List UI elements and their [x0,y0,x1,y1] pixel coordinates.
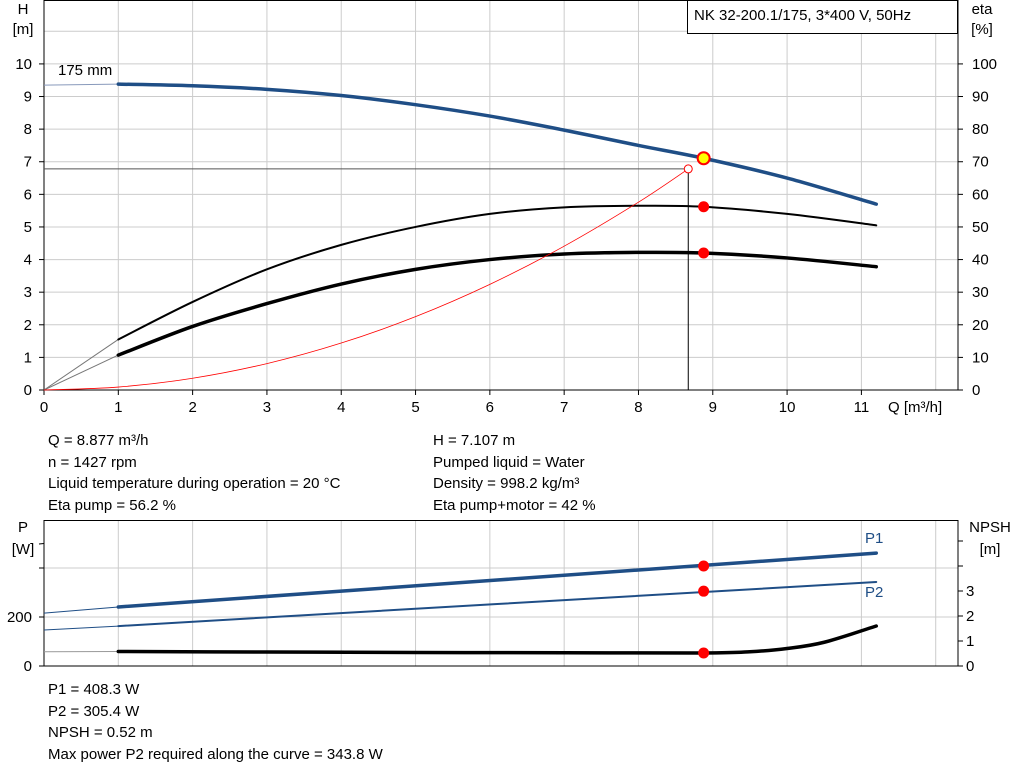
curve-eta_pump [117,204,878,341]
y-tick-label-left: 3 [24,284,32,301]
power-plot-frame [43,520,959,667]
y-tick-label-right: 80 [972,121,989,138]
x-tick-label: 9 [709,399,717,416]
y-tick-label-left: 0 [24,658,32,675]
y-tick-label-right: 30 [972,284,989,301]
head-readout: H = 7.107 m [433,432,516,449]
curve-npsh [116,624,879,655]
y-tick-label-left: 7 [24,154,32,171]
npsh-duty-point [698,647,710,659]
y-tick-label-left: 2 [24,317,32,334]
x-tick-label: 2 [188,399,196,416]
p2-duty-point [698,585,710,597]
y-tick-label-right: 70 [972,154,989,171]
info-bottom: P1 = 408.3 W P2 = 305.4 W NPSH = 0.52 m … [48,679,383,765]
eta-total-readout: Eta pump+motor = 42 % [433,496,596,514]
y-tick-label-right: 2 [966,608,974,625]
y-tick-label-right: 10 [972,349,989,366]
y-tick-label-left: 5 [24,219,32,236]
curve-eta_pump-extrapolation [43,339,119,391]
y-axis-label-right: NPSH [969,519,1011,536]
curve-head-extrapolation [43,83,119,86]
curve-p1 [116,551,879,609]
curve-p2-extrapolation [43,625,119,631]
plot-frame [43,0,959,391]
speed-readout: n = 1427 rpm [48,453,137,471]
y-tick-label-left: 200 [7,609,32,626]
x-tick-label: 11 [854,399,870,416]
curve-eta_pump_motor [116,250,879,357]
y-tick-label-left: 0 [24,382,32,399]
curve-p2 [117,580,878,628]
x-tick-label: 4 [337,399,345,416]
series-label-p2: P2 [865,584,883,601]
info-top-left: Q = 8.877 m³/h n = 1427 rpm Liquid tempe… [48,430,340,516]
impeller-diameter-label: 175 mm [58,62,112,79]
y-tick-label-left: 8 [24,121,32,138]
x-tick-label: 1 [114,399,122,416]
curve-p1-extrapolation [43,606,119,614]
y-tick-label-left: 10 [15,56,32,73]
flow-readout: Q = 8.877 m³/h [48,432,149,449]
curve-head [116,82,879,206]
temperature-readout: Liquid temperature during operation = 20… [48,475,341,492]
y-tick-label-right: 50 [972,219,989,236]
y-tick-label-left: 9 [24,89,32,106]
head-duty-point [696,151,711,166]
y-tick-left [38,543,45,545]
x-tick-label: 3 [263,399,271,416]
y-axis-label-left: P [18,519,28,536]
system-curve-point [683,164,693,174]
y-tick-label-right: 0 [972,382,980,399]
x-tick-label: 8 [634,399,642,416]
y-tick-label-left: 4 [24,252,32,269]
y-tick-label-right: 1 [966,633,974,650]
y-axis-unit-right: [%] [971,21,993,38]
x-axis-label: Q [m³/h] [888,399,942,416]
y-tick-label-right: 90 [972,89,989,106]
title-box [687,0,958,34]
y-axis-label-right: eta [972,1,994,18]
eta-pump-duty-point [698,201,710,213]
y-tick-label-right: 100 [972,56,997,73]
x-tick-label: 5 [411,399,419,416]
p2-readout: P2 = 305.4 W [48,702,140,720]
x-tick-label: 0 [40,399,48,416]
npsh-readout: NPSH = 0.52 m [48,724,153,741]
series-label-p1: P1 [865,530,883,547]
y-tick-label-left: 1 [24,349,32,366]
info-top-right: H = 7.107 m Pumped liquid = Water Densit… [433,430,596,516]
chart-title: NK 32-200.1/175, 3*400 V, 50Hz [694,7,911,24]
eta-pump-readout: Eta pump = 56.2 % [48,496,176,514]
y-axis-unit-left: [W] [12,541,35,558]
y-axis-unit-left: [m] [13,21,34,38]
p1-readout: P1 = 408.3 W [48,681,140,698]
x-tick-label: 6 [486,399,494,416]
max-power-readout: Max power P2 required along the curve = … [48,745,383,763]
y-tick-label-right: 0 [966,658,974,675]
p1-duty-point [698,560,710,572]
y-tick-label-left: 6 [24,186,32,203]
y-axis-unit-right: [m] [980,541,1001,558]
curve-system [43,168,689,391]
liquid-readout: Pumped liquid = Water [433,453,585,471]
y-tick-label-right: 40 [972,252,989,269]
y-tick-label-right: 20 [972,317,989,334]
eta-total-duty-point [698,247,710,259]
y-axis-label-left: H [18,1,29,18]
curve-eta_pump_motor-extrapolation [43,354,119,391]
y-tick-label-right: 60 [972,186,989,203]
y-tick-label-right: 3 [966,583,974,600]
x-tick-label: 7 [560,399,568,416]
x-tick-label: 10 [779,399,796,416]
density-readout: Density = 998.2 kg/m³ [433,475,580,492]
